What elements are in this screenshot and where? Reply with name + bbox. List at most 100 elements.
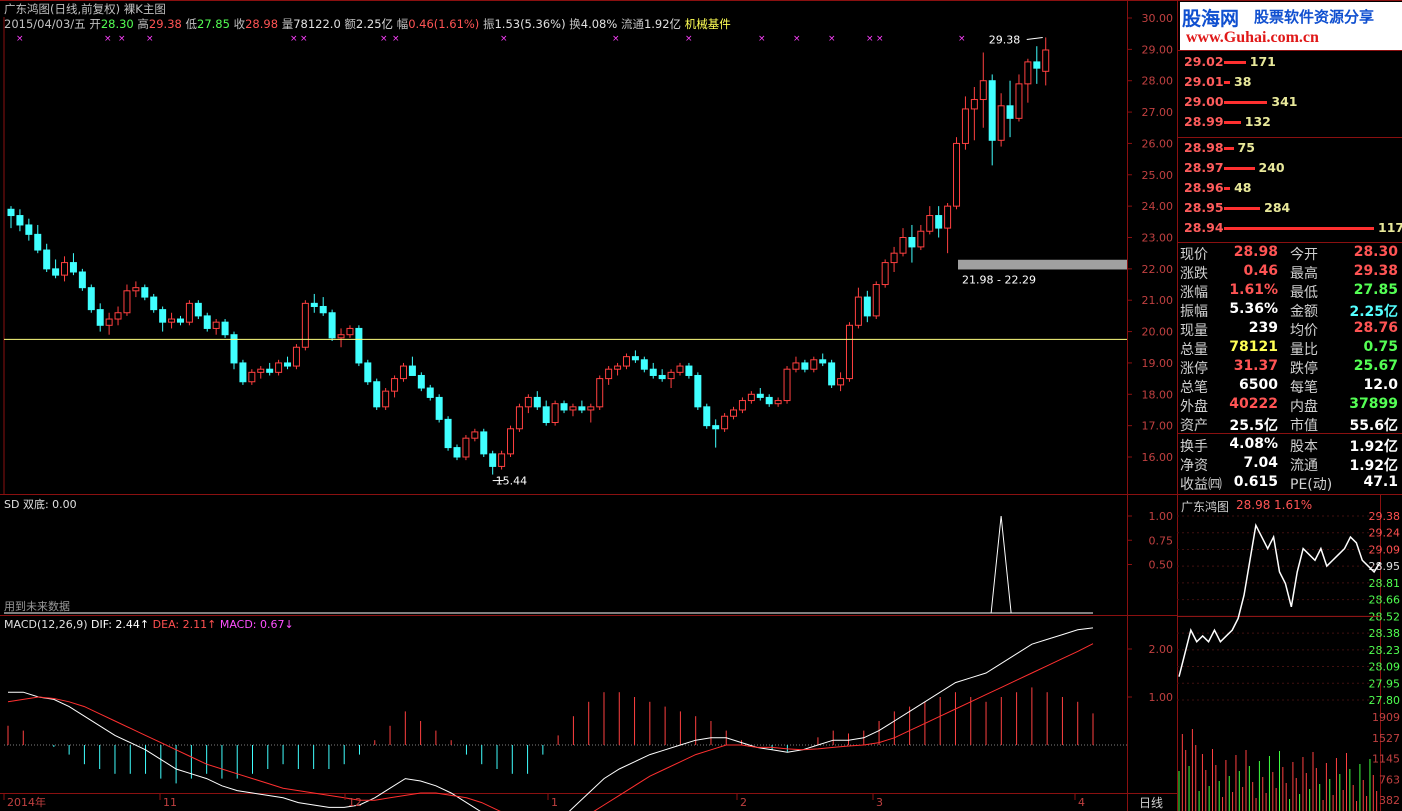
candle-body xyxy=(1006,105,1014,119)
bid-row[interactable]: 28.97 240 xyxy=(1184,159,1402,178)
candle xyxy=(988,74,996,166)
stat-label: 收益㈣ xyxy=(1180,477,1222,493)
candle xyxy=(239,359,247,385)
candle-body xyxy=(926,215,934,232)
signal-mark: × xyxy=(866,34,874,44)
candle xyxy=(185,300,193,326)
signal-mark: × xyxy=(758,34,766,44)
candle xyxy=(275,359,283,376)
high-value: 29.38 xyxy=(148,17,182,31)
candle xyxy=(872,281,880,320)
intraday-axis-label: 28.38 xyxy=(1369,627,1401,640)
candle xyxy=(908,224,916,263)
candle xyxy=(364,359,372,385)
low-marker: 15.44 xyxy=(496,475,528,488)
sd-axis-label: 0.50 xyxy=(1149,559,1174,572)
candle xyxy=(917,224,925,251)
candle xyxy=(587,403,595,423)
float-value: 1.92亿 xyxy=(643,17,682,31)
candle xyxy=(810,356,818,373)
ask-row[interactable]: 29.01 38 xyxy=(1184,73,1402,92)
candle xyxy=(480,428,488,457)
candle xyxy=(979,52,987,128)
candle-body xyxy=(123,290,131,314)
candle-body xyxy=(399,365,407,380)
vol-label: 量 xyxy=(281,17,294,31)
candle xyxy=(756,388,764,401)
bid-row[interactable]: 28.98 75 xyxy=(1184,139,1402,158)
ask-row[interactable]: 28.99 132 xyxy=(1184,113,1402,132)
candle xyxy=(828,359,836,389)
order-volume: 132 xyxy=(1244,114,1271,129)
candle-body xyxy=(622,356,630,367)
candle-body xyxy=(953,142,961,207)
intraday-axis-label: 27.80 xyxy=(1369,694,1401,707)
candle-body xyxy=(640,359,648,370)
price-axis-label: 26.00 xyxy=(1142,137,1174,150)
sd-label: SD 双底: 0.00 xyxy=(4,497,77,511)
candle xyxy=(52,259,60,279)
bid-row[interactable]: 28.94 1179 xyxy=(1184,219,1402,238)
candle xyxy=(328,309,336,341)
bid-row[interactable]: 28.95 284 xyxy=(1184,199,1402,218)
order-volume-bar xyxy=(1224,167,1255,170)
candle-body xyxy=(159,309,167,323)
candle xyxy=(578,400,586,414)
signal-mark: × xyxy=(500,34,508,44)
candle-body xyxy=(765,396,773,405)
order-price: 28.95 xyxy=(1184,200,1224,215)
candle-body xyxy=(1024,61,1032,85)
candle-body xyxy=(176,318,184,323)
candle-body xyxy=(114,312,122,320)
candle xyxy=(631,350,639,363)
logo-slogan: 股票软件资源分享 xyxy=(1254,8,1375,26)
order-volume-bar xyxy=(1224,121,1241,124)
sector-label: 机械基件 xyxy=(684,17,731,31)
candle-body xyxy=(230,334,238,364)
candle xyxy=(87,284,95,313)
period-day-button[interactable]: 日线 xyxy=(1139,796,1164,810)
candle xyxy=(221,319,229,338)
stat-value: 37899 xyxy=(1349,396,1398,412)
stat-value: 40222 xyxy=(1229,396,1278,412)
order-volume-bar xyxy=(1224,81,1230,84)
price-axis-label: 18.00 xyxy=(1142,388,1174,401)
candle xyxy=(489,450,497,475)
order-volume-bar xyxy=(1224,147,1234,150)
candle xyxy=(765,394,773,407)
candle-body xyxy=(596,378,604,408)
stat-label: 跌停 xyxy=(1290,361,1318,377)
candle-body xyxy=(292,346,300,367)
candle-body xyxy=(453,447,461,458)
candle xyxy=(69,253,77,276)
signal-mark: × xyxy=(958,34,966,44)
candle xyxy=(694,372,702,410)
stat-label: 涨跌 xyxy=(1180,266,1208,282)
stat-label: 振幅 xyxy=(1180,304,1208,320)
candle xyxy=(649,362,657,379)
candle xyxy=(78,268,86,291)
ask-row[interactable]: 29.00 341 xyxy=(1184,93,1402,112)
candle-body xyxy=(694,374,702,408)
candle-body xyxy=(87,287,95,311)
stat-label: 最低 xyxy=(1290,285,1318,301)
candle-body xyxy=(979,80,987,101)
candle-body xyxy=(997,105,1005,141)
candle-body xyxy=(524,396,532,408)
ask-row[interactable]: 29.02 171 xyxy=(1184,53,1402,72)
bid-row[interactable]: 28.96 48 xyxy=(1184,179,1402,198)
candle xyxy=(667,369,675,389)
candle-body xyxy=(944,205,952,229)
candle-body xyxy=(783,368,791,402)
candle xyxy=(854,287,862,329)
candle-body xyxy=(712,425,720,430)
intraday-vol-label: 1909 xyxy=(1372,711,1400,724)
order-volume: 171 xyxy=(1249,54,1276,69)
guhai-logo: 股海网 股票软件资源分享 www.Guhai.com.cn xyxy=(1180,2,1402,50)
candle-body xyxy=(881,262,889,286)
candle xyxy=(105,312,113,335)
stat-value: 28.98 xyxy=(1233,244,1278,260)
candle xyxy=(141,284,149,301)
candle xyxy=(596,375,604,410)
